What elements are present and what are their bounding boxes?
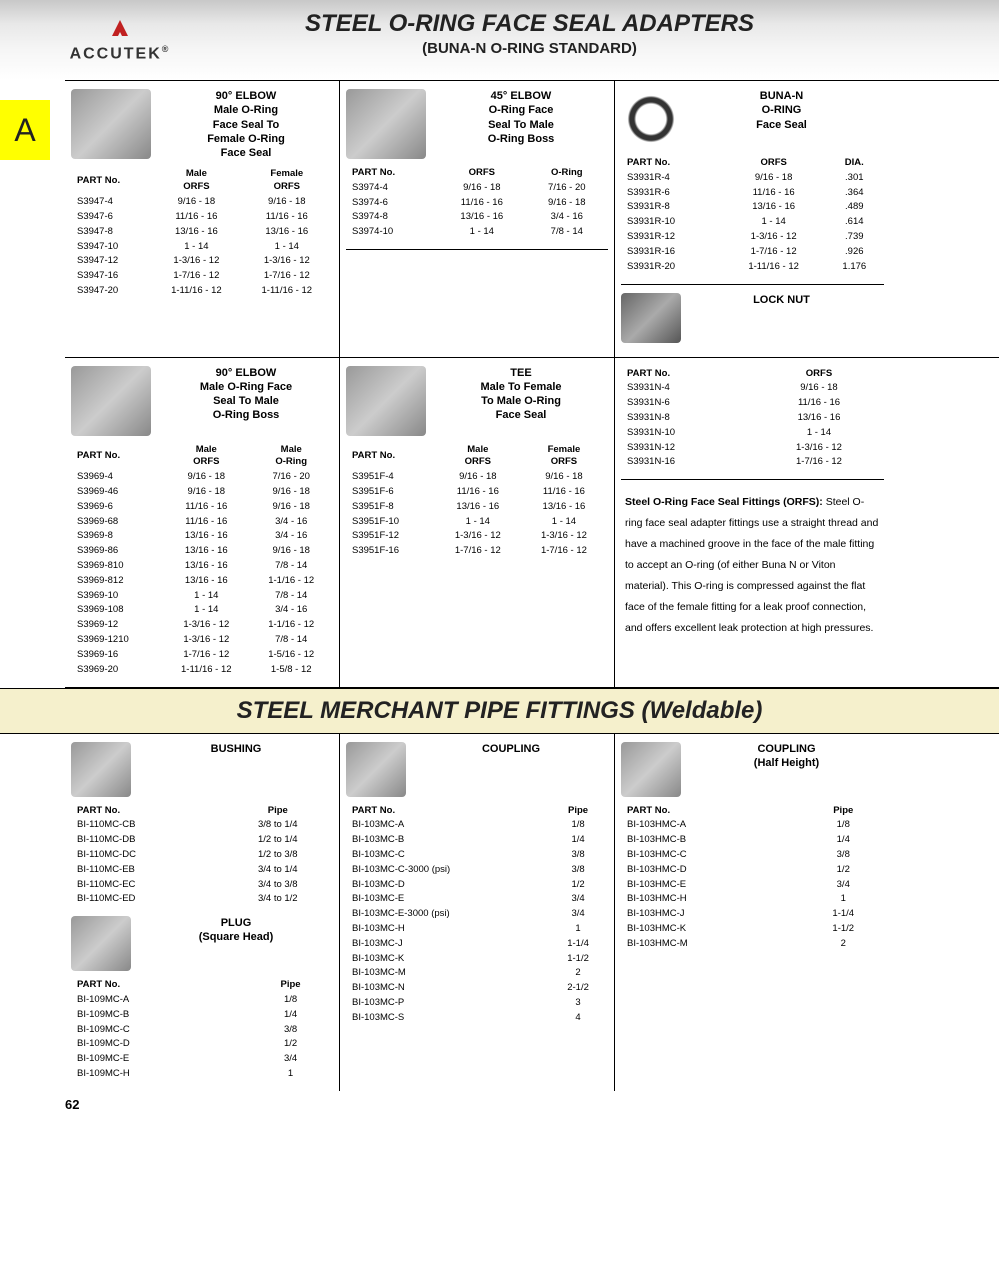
spec-table: PART No.MaleORFSFemaleORFSS3951F-49/16 -…	[346, 442, 608, 561]
spec-table: PART No.PipeBI-110MC-CB3/8 to 1/4BI-110M…	[71, 803, 333, 909]
spec-table: PART No.MaleORFSFemaleORFSS3947-49/16 - …	[71, 166, 333, 299]
spec-table: PART No.ORFSO-RingS3974-49/16 - 187/16 -…	[346, 165, 608, 241]
page-title: STEEL O-RING FACE SEAL ADAPTERS	[60, 10, 999, 38]
product-image	[346, 742, 406, 797]
content-area: 90° ELBOWMale O-RingFace Seal ToFemale O…	[65, 80, 999, 688]
page-header: ACCUTEK® STEEL O-RING FACE SEAL ADAPTERS…	[0, 0, 999, 80]
spec-table: PART No.PipeBI-103MC-A1/8BI-103MC-B1/4BI…	[346, 803, 608, 1027]
product-image	[346, 89, 426, 159]
spec-table: PART No.MaleORFSMaleO-RingS3969-49/16 - …	[71, 442, 333, 679]
product-image	[71, 89, 151, 159]
product-cell: COUPLING PART No.PipeBI-103MC-A1/8BI-103…	[340, 734, 615, 1091]
product-image	[71, 366, 151, 436]
spec-table: PART No.PipeBI-103HMC-A1/8BI-103HMC-B1/4…	[621, 803, 884, 953]
product-title: 90° ELBOWMale O-RingFace Seal ToFemale O…	[159, 89, 333, 160]
product-cell: PART No.ORFSS3931N-49/16 - 18S3931N-611/…	[615, 358, 890, 687]
product-row: BUSHING PART No.PipeBI-110MC-CB3/8 to 1/…	[65, 734, 999, 1091]
product-image	[621, 293, 681, 343]
title-block: STEEL O-RING FACE SEAL ADAPTERS (BUNA-N …	[60, 0, 999, 57]
product-title: TEEMale To FemaleTo Male O-RingFace Seal	[434, 366, 608, 423]
product-title: BUNA-NO-RINGFace Seal	[689, 89, 884, 132]
content-area-2: BUSHING PART No.PipeBI-110MC-CB3/8 to 1/…	[65, 734, 999, 1091]
spec-table: PART No.ORFSS3931N-49/16 - 18S3931N-611/…	[621, 366, 884, 472]
product-title: COUPLING	[414, 742, 608, 756]
section-tab: A	[0, 100, 50, 160]
product-row: 90° ELBOWMale O-Ring FaceSeal To MaleO-R…	[65, 358, 999, 688]
page-subtitle: (BUNA-N O-RING STANDARD)	[60, 40, 999, 57]
catalog-page: ACCUTEK® STEEL O-RING FACE SEAL ADAPTERS…	[0, 0, 999, 1122]
desc-head: Steel O-Ring Face Seal Fittings (ORFS):	[625, 496, 823, 508]
product-cell: BUSHING PART No.PipeBI-110MC-CB3/8 to 1/…	[65, 734, 340, 1091]
spec-table: PART No.ORFSDIA.S3931R-49/16 - 18.301S39…	[621, 155, 884, 276]
product-title: 45° ELBOWO-Ring FaceSeal To MaleO-Ring B…	[434, 89, 608, 146]
product-image	[346, 366, 426, 436]
product-cell: TEEMale To FemaleTo Male O-RingFace Seal…	[340, 358, 615, 687]
product-cell: 45° ELBOWO-Ring FaceSeal To MaleO-Ring B…	[340, 81, 615, 357]
product-image	[71, 916, 131, 971]
product-cell: 90° ELBOWMale O-Ring FaceSeal To MaleO-R…	[65, 358, 340, 687]
logo: ACCUTEK®	[60, 18, 180, 63]
product-cell: 90° ELBOWMale O-RingFace Seal ToFemale O…	[65, 81, 340, 357]
product-row: 90° ELBOWMale O-RingFace Seal ToFemale O…	[65, 81, 999, 358]
logo-text: ACCUTEK®	[60, 44, 180, 63]
section-title: STEEL MERCHANT PIPE FITTINGS (Weldable)	[0, 688, 999, 734]
description: Steel O-Ring Face Seal Fittings (ORFS): …	[621, 488, 884, 643]
desc-body: Steel O-ring face seal adapter fittings …	[625, 496, 878, 634]
product-image	[621, 742, 681, 797]
logo-icon	[108, 18, 132, 42]
spec-table: PART No.PipeBI-109MC-A1/8BI-109MC-B1/4BI…	[71, 977, 333, 1083]
product-image	[71, 742, 131, 797]
product-cell: BUNA-NO-RINGFace Seal PART No.ORFSDIA.S3…	[615, 81, 890, 357]
product-title: LOCK NUT	[689, 293, 884, 307]
product-title: PLUG(Square Head)	[139, 916, 333, 945]
page-number: 62	[0, 1091, 999, 1122]
product-title: BUSHING	[139, 742, 333, 756]
product-title: COUPLING(Half Height)	[689, 742, 884, 771]
product-image	[621, 89, 681, 149]
product-cell: COUPLING(Half Height) PART No.PipeBI-103…	[615, 734, 890, 1091]
product-title: 90° ELBOWMale O-Ring FaceSeal To MaleO-R…	[159, 366, 333, 423]
